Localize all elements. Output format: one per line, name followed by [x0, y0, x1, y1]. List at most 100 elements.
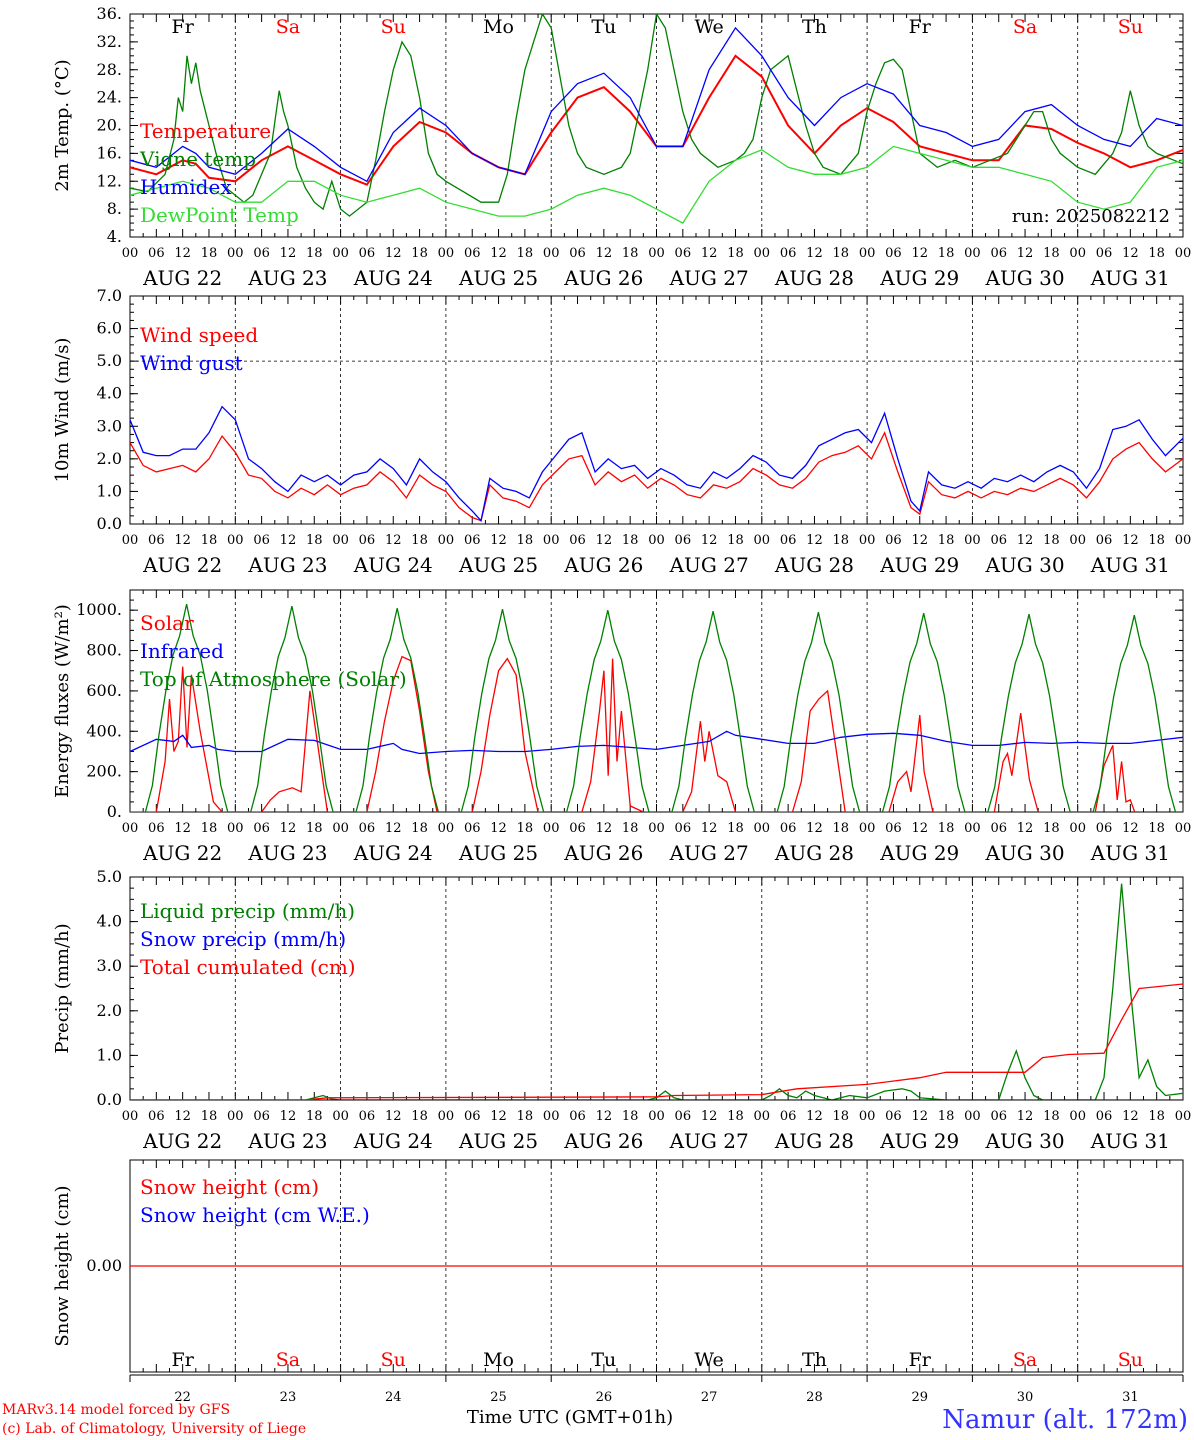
day-number-label: 27 [701, 1390, 718, 1405]
hour-label: 12 [385, 821, 402, 836]
date-label: AUG 23 [247, 266, 327, 290]
hour-label: 18 [833, 533, 850, 548]
hour-label: 12 [174, 246, 191, 261]
hour-label: 06 [885, 821, 902, 836]
hour-label: 12 [596, 1109, 613, 1124]
y-tick-label: 24. [97, 88, 122, 107]
hour-label: 18 [1148, 246, 1165, 261]
hour-label: 06 [885, 1109, 902, 1124]
hour-label: 06 [1096, 533, 1113, 548]
hour-label: 12 [701, 246, 718, 261]
day-name-label: Th [802, 1349, 827, 1371]
hour-label: 06 [990, 246, 1007, 261]
hour-label: 12 [490, 246, 507, 261]
day-number-label: 26 [596, 1390, 613, 1405]
day-number-label: 22 [174, 1390, 191, 1405]
hour-label: 12 [806, 533, 823, 548]
hour-label: 06 [569, 821, 586, 836]
hour-label: 06 [569, 533, 586, 548]
series-line-temperature [130, 54, 1183, 186]
hour-label: 18 [517, 821, 534, 836]
footer: MARv3.14 model forced by GFS (c) Lab. of… [2, 1402, 1188, 1437]
hour-label: 18 [727, 1109, 744, 1124]
hour-label: 00 [332, 533, 349, 548]
hour-label: 06 [148, 533, 165, 548]
hour-label: 00 [648, 1109, 665, 1124]
hour-label: 06 [675, 533, 692, 548]
day-name-label: We [695, 1349, 724, 1371]
hour-label: 06 [1096, 246, 1113, 261]
chart-panel-3: 0. 200. 400. 600. 800. 1000.Energy fluxes (W/… [52, 589, 1191, 865]
date-label: AUG 25 [458, 266, 538, 290]
credit-line-1: MARv3.14 model forced by GFS [2, 1402, 230, 1418]
date-label: AUG 25 [458, 1129, 538, 1153]
hour-label: 06 [675, 246, 692, 261]
hour-label: 12 [701, 1109, 718, 1124]
y-tick-label: 4. [107, 227, 122, 246]
hour-label: 18 [201, 821, 218, 836]
y-tick-label: 600. [86, 681, 122, 700]
hour-label: 18 [411, 246, 428, 261]
panels: 4. 8. 12. 16. 20. 24. 28. 32. 36. 2m Temp. (°C) 00… [52, 4, 1191, 1405]
hour-label: 00 [1069, 1109, 1086, 1124]
day-name-label: Su [381, 1349, 406, 1371]
y-tick-label: 36. [97, 4, 122, 23]
hour-label: 18 [938, 246, 955, 261]
date-label: AUG 28 [774, 841, 854, 865]
x-axis-title: Time UTC (GMT+01h) [467, 1407, 673, 1428]
date-label: AUG 31 [1090, 553, 1170, 577]
legend-entry: Top of Atmosphere (Solar) [140, 667, 407, 691]
hour-label: 06 [885, 533, 902, 548]
y-tick-label: 6.0 [97, 319, 122, 338]
hour-label: 18 [727, 533, 744, 548]
hour-label: 12 [911, 1109, 928, 1124]
hour-label: 00 [227, 1109, 244, 1124]
day-number-label: 25 [490, 1390, 507, 1405]
hour-label: 18 [517, 1109, 534, 1124]
y-axis-title: Snow height (cm) [52, 1185, 73, 1346]
y-tick-label: 12. [97, 171, 122, 190]
hour-label: 06 [1096, 1109, 1113, 1124]
hour-label: 00 [438, 821, 455, 836]
series-line-humidex [130, 26, 1183, 183]
series-line-solar [130, 655, 1136, 812]
hour-label: 00 [227, 533, 244, 548]
date-label: AUG 24 [353, 841, 433, 865]
hour-label: 18 [622, 821, 639, 836]
hour-label: 18 [517, 246, 534, 261]
hour-label: 18 [833, 246, 850, 261]
date-label: AUG 22 [142, 841, 222, 865]
hour-label: 12 [701, 533, 718, 548]
day-name-label: Sa [276, 16, 300, 38]
date-label: AUG 22 [142, 553, 222, 577]
hour-label: 06 [359, 821, 376, 836]
y-axis-title: 2m Temp. (°C) [52, 59, 73, 191]
hour-label: 00 [754, 246, 771, 261]
legend-entry: Temperature [140, 119, 271, 143]
hour-label: 00 [543, 533, 560, 548]
hour-label: 06 [359, 533, 376, 548]
y-tick-label: 16. [97, 143, 122, 162]
y-tick-label: 28. [97, 60, 122, 79]
hour-label: 12 [280, 246, 297, 261]
chart-panel-4: 0.0 1.0 2.0 3.0 4.0 5.0 Precip (mm/h) 00 06 12 18 A… [52, 867, 1191, 1153]
hour-label: 12 [280, 821, 297, 836]
day-name-label: Fr [172, 16, 195, 38]
hour-label: 18 [727, 246, 744, 261]
hour-label: 12 [1122, 533, 1139, 548]
hour-label: 00 [754, 533, 771, 548]
hour-label: 12 [1017, 533, 1034, 548]
hour-label: 12 [806, 246, 823, 261]
hour-label: 06 [464, 821, 481, 836]
hour-label: 18 [622, 533, 639, 548]
series-group [130, 14, 1183, 224]
hour-label: 12 [490, 821, 507, 836]
y-tick-label: 1.0 [97, 1045, 122, 1064]
y-tick-label: 5.0 [97, 867, 122, 886]
date-label: AUG 28 [774, 1129, 854, 1153]
hour-label: 06 [253, 1109, 270, 1124]
hour-label: 06 [1096, 821, 1113, 836]
hour-label: 00 [438, 1109, 455, 1124]
y-tick-label: 0.0 [97, 514, 122, 533]
day-number-label: 29 [911, 1390, 928, 1405]
